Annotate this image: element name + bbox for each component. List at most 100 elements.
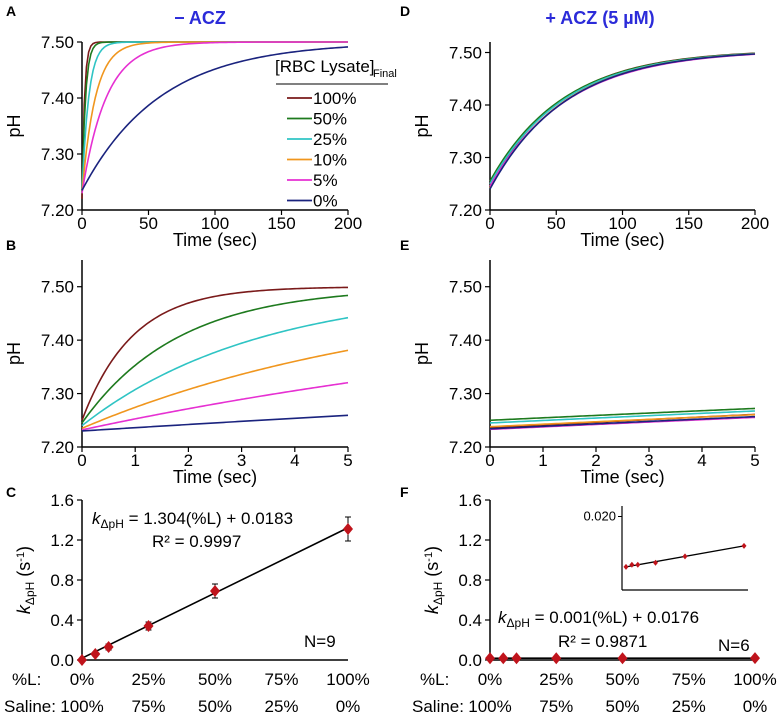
pct-saline-label: 50%: [605, 697, 639, 716]
y-tick-label: 7.20: [41, 201, 74, 220]
x-axis-label: Time (sec): [173, 230, 257, 250]
data-point: [485, 652, 495, 665]
series-line-25pct: [81, 316, 349, 427]
x-tick-label: 2: [184, 451, 193, 470]
x-tick-label: 0: [77, 214, 86, 233]
pct-l-label: 50%: [605, 670, 639, 689]
y-tick-label: 7.40: [449, 331, 482, 350]
x-tick-label: 200: [334, 214, 362, 233]
x-tick-label: 100: [201, 214, 229, 233]
panel-e: 7.20 7.30 7.40 7.50 0 1 2 3 4 5 Time (sec) pH: [412, 260, 760, 487]
pct-saline-label: 0%: [336, 697, 361, 716]
series-line-0pct: [81, 46, 349, 191]
header-plus-acz: + ACZ (5 µM): [545, 8, 654, 28]
data-point: [551, 652, 562, 665]
series-line-50pct: [81, 294, 349, 424]
series-line-0pct: [489, 53, 756, 190]
panel-f: 0.0 0.4 0.8 1.2 1.6 kΔpH (s-1) %L: Saline: 0% 100…: [412, 491, 777, 716]
pct-saline-label: 50%: [198, 697, 232, 716]
y-tick-label: 7.30: [449, 385, 482, 404]
r-squared: R² = 0.9997: [152, 532, 241, 551]
pct-l-label: 0%: [70, 670, 95, 689]
panel-letter-c: C: [6, 484, 16, 500]
x-axis-label: Time (sec): [580, 467, 664, 487]
x-tick-label: 5: [343, 451, 352, 470]
legend-entry-label: 10%: [313, 151, 347, 170]
inset-data-point: [653, 559, 658, 566]
y-tick-label: 7.50: [449, 278, 482, 297]
y-tick-label: 7.50: [41, 33, 74, 52]
data-point: [77, 654, 87, 666]
data-point: [511, 652, 522, 665]
pct-saline-label: 25%: [672, 697, 706, 716]
inset-data-point: [635, 561, 641, 568]
y-axis-label: pH: [412, 114, 432, 137]
y-tick-label: 7.40: [449, 96, 482, 115]
panel-d: 7.20 7.30 7.40 7.50 0 50 100 150 200 Time (sec) pH: [412, 42, 769, 250]
x-tick-label: 0: [485, 214, 494, 233]
legend-title-sub: Final: [373, 68, 397, 80]
panel-c: 0.0 0.4 0.8 1.2 1.6 kΔpH (s-1) %L: Saline: 0% 100…: [4, 491, 370, 716]
panel-a: 7.20 7.30 7.40 7.50 0 50 100 150 200 Time (sec) pH…: [4, 33, 397, 250]
panel-letter-f: F: [400, 484, 409, 500]
x-tick-label: 150: [267, 214, 295, 233]
x-tick-label: 1: [130, 451, 139, 470]
panel-letter-e: E: [400, 237, 409, 253]
data-point: [103, 641, 114, 653]
x-tick-label: 1: [538, 451, 547, 470]
y-tick-label: 0.4: [458, 611, 482, 630]
y-tick-label: 0.8: [50, 571, 74, 590]
x-tick-label: 3: [644, 451, 653, 470]
series-line-50pct: [489, 407, 756, 422]
legend-entry-label: 50%: [313, 110, 347, 129]
y-tick-label: 7.20: [449, 201, 482, 220]
data-point: [90, 648, 101, 660]
series-line-10pct: [81, 349, 349, 430]
x-tick-label: 3: [237, 451, 246, 470]
pct-saline-label: 75%: [131, 697, 165, 716]
x-tick-label: 0: [77, 451, 86, 470]
y-tick-label: 1.2: [458, 531, 482, 550]
y-tick-label: 7.40: [41, 331, 74, 350]
panel-letter-d: D: [400, 3, 410, 19]
pct-saline-label: 100%: [468, 697, 511, 716]
pct-saline-label: 75%: [539, 697, 573, 716]
series-line-100pct: [81, 286, 349, 421]
y-tick-label: 7.50: [41, 278, 74, 297]
x-tick-label: 50: [139, 214, 158, 233]
panel-letter-a: A: [6, 3, 16, 19]
data-point: [498, 652, 509, 665]
pct-l-label: 100%: [326, 670, 369, 689]
data-point: [617, 652, 628, 665]
inset-data-point: [623, 563, 629, 570]
y-tick-label: 1.6: [50, 491, 74, 510]
series-line-10pct: [489, 413, 756, 428]
y-axis-label: pH: [4, 342, 24, 365]
x-axis-label: Time (sec): [580, 230, 664, 250]
inset-data-point: [682, 553, 688, 560]
y-tick-label: 0.4: [50, 611, 74, 630]
r-squared: R² = 0.9871: [558, 632, 647, 651]
y-tick-label: 7.30: [41, 145, 74, 164]
y-tick-label: 7.30: [41, 385, 74, 404]
y-axis-label: kΔpH (s-1): [14, 546, 37, 614]
data-point: [143, 620, 154, 632]
row-label-saline: Saline:: [4, 697, 56, 716]
n-count: N=9: [304, 632, 336, 651]
pct-l-label: 25%: [539, 670, 573, 689]
x-tick-label: 150: [675, 214, 703, 233]
n-count: N=6: [718, 636, 750, 655]
header-minus-acz: − ACZ: [174, 8, 226, 28]
series-line-0pct: [489, 415, 756, 430]
data-point: [343, 523, 353, 535]
row-label-pctl: %L:: [12, 670, 41, 689]
y-tick-label: 7.30: [449, 149, 482, 168]
panel-letter-b: B: [6, 237, 16, 253]
y-axis-label: kΔpH (s-1): [422, 546, 445, 614]
x-tick-label: 200: [741, 214, 769, 233]
legend: [RBC Lysate]Final 100% 50%25% 10%5% 0%: [275, 57, 397, 211]
y-tick-label: 0.0: [50, 651, 74, 670]
pct-saline-label: 0%: [743, 697, 768, 716]
panel-b: 7.20 7.30 7.40 7.50 0 1 2 3 4 5 Time (sec) pH: [4, 260, 353, 487]
x-tick-label: 0: [485, 451, 494, 470]
